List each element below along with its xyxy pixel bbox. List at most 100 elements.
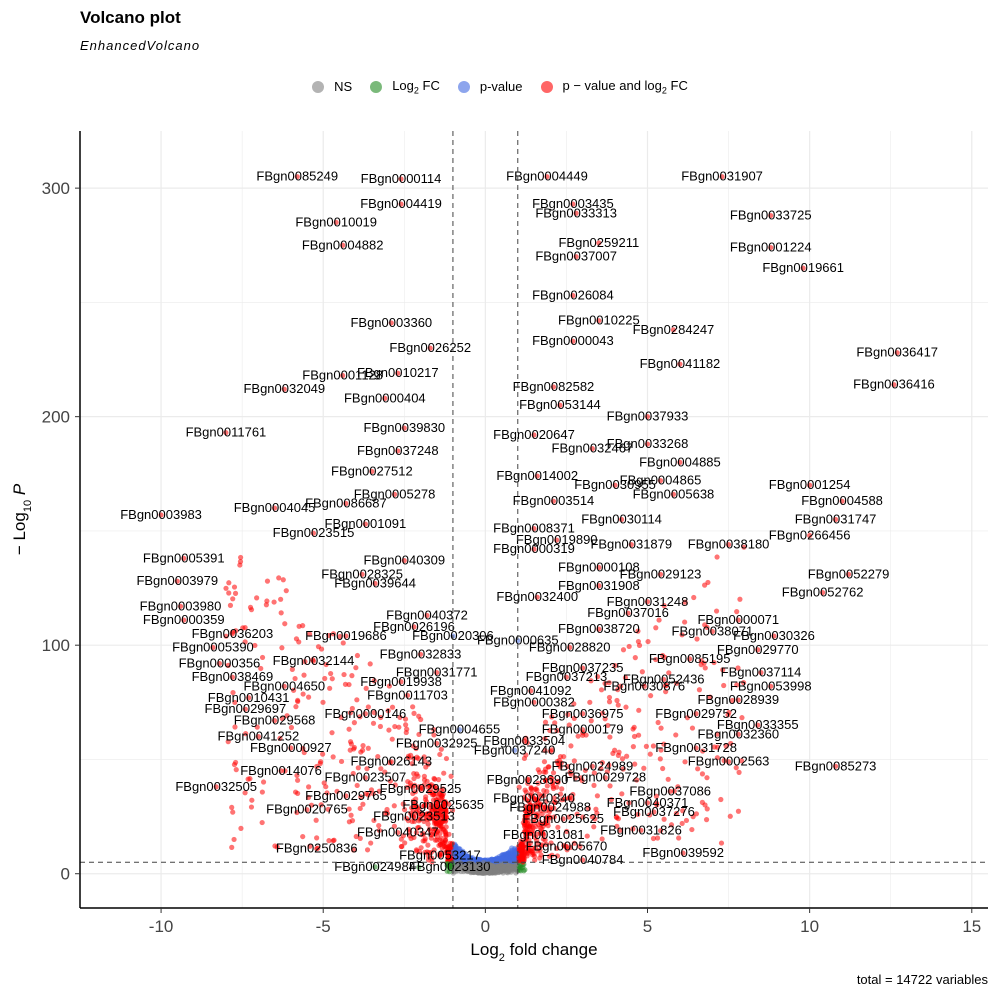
gene-label: FBgn0033268 — [607, 436, 689, 451]
data-point — [382, 395, 388, 401]
data-point — [690, 814, 696, 820]
data-point — [550, 770, 557, 776]
data-point — [446, 854, 452, 860]
data-point — [574, 811, 580, 817]
gene-label: FBgn0040309 — [363, 553, 445, 568]
data-point — [330, 838, 336, 844]
data-point — [427, 345, 433, 351]
data-point — [595, 674, 601, 680]
data-point — [654, 802, 660, 808]
data-point — [845, 571, 852, 577]
data-point — [436, 819, 442, 825]
data-point — [531, 546, 537, 552]
y-tick-label: 100 — [42, 636, 70, 655]
data-point — [591, 782, 597, 788]
data-point — [446, 801, 452, 807]
data-point — [428, 835, 434, 841]
gene-label: FBgn0000319 — [493, 541, 575, 556]
data-point — [544, 174, 550, 180]
data-point — [260, 779, 267, 785]
data-point — [580, 814, 586, 820]
data-point — [714, 755, 721, 761]
data-point — [430, 797, 437, 803]
data-point — [358, 749, 364, 755]
data-point — [391, 823, 398, 829]
chart-subtitle: EnhancedVolcano — [80, 38, 201, 53]
data-point — [354, 652, 361, 659]
data-point — [567, 644, 573, 651]
gene-label: FBgn0023130 — [409, 859, 491, 874]
gene-label: FBgn0026252 — [389, 340, 471, 355]
data-point — [687, 656, 693, 662]
gene-label: FBgn0037240 — [474, 742, 556, 757]
data-point — [477, 866, 483, 872]
gene-label: FBgn0005638 — [633, 486, 715, 501]
data-point — [403, 729, 409, 736]
gene-label: FBgn0052436 — [623, 671, 705, 686]
data-point — [360, 801, 366, 807]
data-point — [343, 793, 349, 799]
legend-item-both: p − value and log2 FC — [540, 78, 688, 96]
data-point — [325, 806, 331, 812]
data-point — [526, 843, 532, 849]
data-point — [661, 741, 667, 747]
data-point — [405, 818, 411, 824]
gene-label: FBgn0027512 — [331, 464, 413, 479]
data-point — [509, 858, 515, 865]
data-point — [343, 500, 349, 507]
data-point — [768, 244, 774, 251]
data-point — [626, 800, 632, 806]
data-point — [552, 799, 558, 805]
gene-label: FBgn0036416 — [853, 377, 935, 392]
x-axis-title: Log2 fold change — [470, 940, 597, 964]
data-point — [421, 818, 427, 824]
data-point — [768, 212, 774, 219]
data-point — [431, 817, 437, 823]
data-point — [546, 814, 553, 820]
data-point — [554, 845, 560, 851]
data-point — [357, 805, 363, 812]
x-tick-label: 5 — [643, 917, 652, 936]
legend-swatch-log2fc — [370, 80, 383, 93]
data-point — [618, 516, 625, 523]
gene-label: FBgn0004588 — [801, 493, 883, 508]
data-point — [281, 683, 287, 689]
data-point — [528, 805, 535, 811]
data-point — [330, 754, 336, 760]
data-point — [362, 521, 368, 527]
data-point — [333, 219, 339, 226]
data-point — [447, 864, 453, 870]
gene-label: FBgn0037016 — [587, 605, 669, 620]
data-point — [440, 791, 446, 797]
data-point — [414, 803, 420, 810]
gene-label: FBgn0039592 — [642, 845, 724, 860]
gene-label: FBgn0000635 — [477, 633, 559, 648]
data-point — [537, 819, 543, 825]
data-point — [650, 743, 657, 749]
data-point — [365, 745, 371, 751]
gene-label: FBgn0001224 — [730, 240, 812, 255]
data-point — [647, 751, 653, 757]
gene-label: FBgn0038720 — [558, 621, 640, 636]
data-point — [225, 739, 231, 745]
data-point — [523, 814, 529, 820]
data-point — [735, 697, 741, 703]
data-point — [237, 559, 244, 565]
data-point — [398, 679, 404, 685]
gene-label: FBgn0020765 — [266, 802, 348, 817]
data-point — [360, 743, 366, 749]
data-point — [582, 767, 588, 774]
data-point — [721, 682, 727, 689]
data-point — [337, 633, 343, 640]
gene-label: FBgn0040371 — [607, 795, 689, 810]
data-point — [243, 731, 249, 737]
data-point — [372, 864, 378, 870]
data-point — [445, 849, 451, 855]
data-point — [348, 812, 354, 818]
data-point — [734, 682, 740, 688]
gene-label: FBgn0019938 — [360, 674, 442, 689]
data-point — [229, 804, 235, 811]
data-point — [289, 666, 295, 672]
data-point — [388, 320, 394, 326]
data-point — [524, 777, 531, 783]
